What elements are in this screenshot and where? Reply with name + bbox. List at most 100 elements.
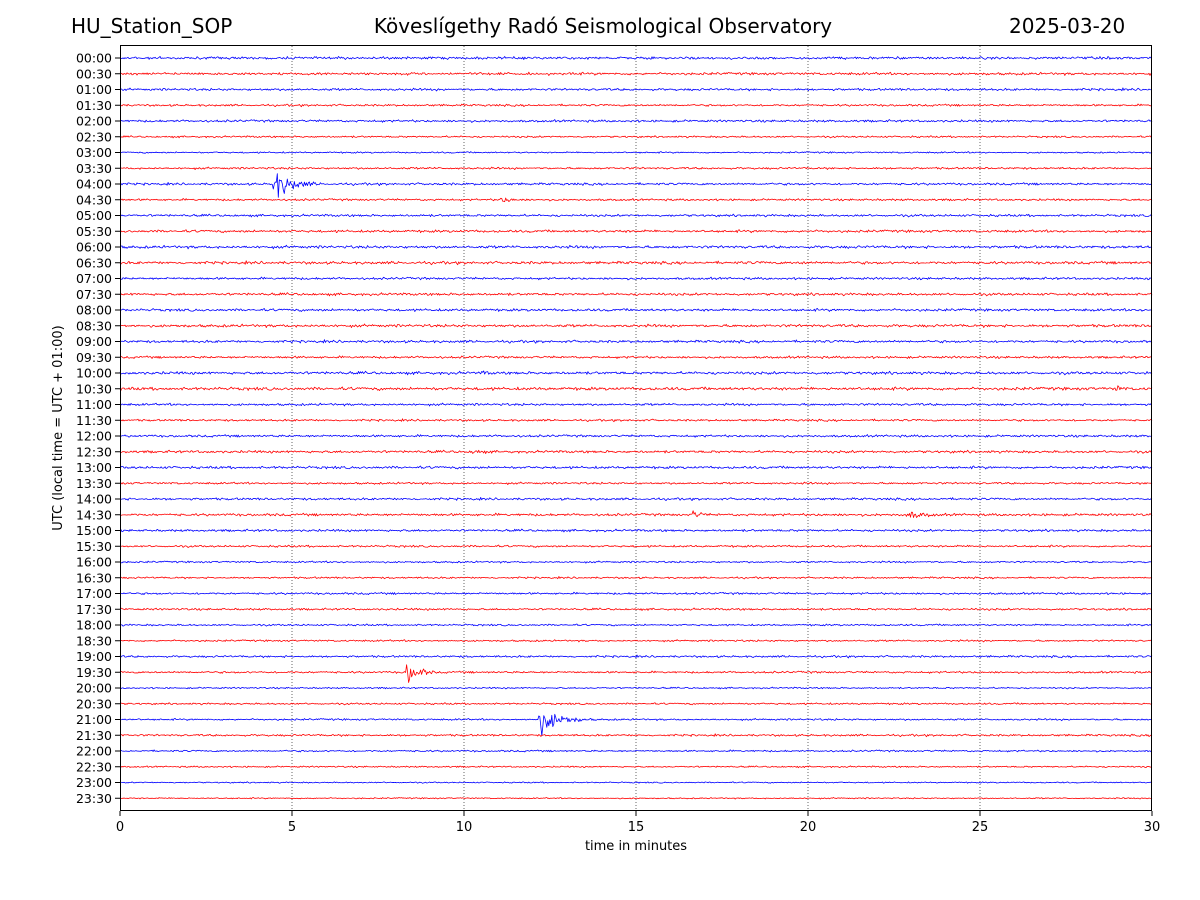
y-tick-label: 04:00 <box>76 177 112 192</box>
trace-row-1330 <box>119 481 1153 486</box>
y-tick-label: 12:00 <box>76 429 112 444</box>
trace-row-1230 <box>119 449 1153 455</box>
trace-row-1500 <box>119 528 1153 533</box>
trace-row-1600 <box>119 560 1153 564</box>
trace-row-1830 <box>119 639 1153 643</box>
x-tick-label: 10 <box>456 820 473 835</box>
x-tick-label: 5 <box>288 820 296 835</box>
x-tick-label: 15 <box>628 820 645 835</box>
y-tick-label: 09:30 <box>76 350 112 365</box>
y-tick-label: 01:30 <box>76 98 112 113</box>
y-tick-label: 00:30 <box>76 66 112 81</box>
x-tick-label: 30 <box>1144 820 1161 835</box>
y-tick-label: 11:00 <box>76 397 112 412</box>
trace-row-2030 <box>119 702 1153 706</box>
trace-row-0930 <box>119 355 1153 360</box>
y-tick-label: 06:00 <box>76 240 112 255</box>
trace-row-2330 <box>119 797 1153 800</box>
trace-row-0900 <box>119 339 1153 344</box>
trace-row-1930 <box>119 664 1153 683</box>
y-tick-label: 14:30 <box>76 507 112 522</box>
trace-row-0800 <box>119 308 1153 312</box>
trace-row-2300 <box>119 781 1153 784</box>
y-tick-label: 18:00 <box>76 618 112 633</box>
trace-row-2200 <box>119 749 1153 753</box>
y-tick-label: 07:00 <box>76 271 112 286</box>
trace-row-0830 <box>119 323 1153 329</box>
trace-row-1300 <box>119 465 1153 470</box>
y-tick-label: 10:00 <box>76 366 112 381</box>
trace-row-1700 <box>119 591 1153 596</box>
station-name: HU_Station_SOP <box>71 14 233 38</box>
x-tick-label: 25 <box>972 820 989 835</box>
trace-row-0330 <box>119 166 1153 171</box>
trace-row-2000 <box>119 686 1153 690</box>
trace-row-0230 <box>119 135 1153 139</box>
trace-row-0700 <box>119 276 1153 281</box>
y-tick-label: 23:30 <box>76 791 112 806</box>
trace-row-0600 <box>119 244 1153 250</box>
y-tick-label: 13:30 <box>76 476 112 491</box>
x-axis-label: time in minutes <box>585 839 687 854</box>
y-tick-label: 09:00 <box>76 334 112 349</box>
y-tick-label: 19:30 <box>76 665 112 680</box>
y-tick-label: 17:30 <box>76 602 112 617</box>
y-tick-label: 21:30 <box>76 728 112 743</box>
trace-row-0300 <box>119 151 1153 154</box>
trace-row-0500 <box>119 213 1153 218</box>
trace-row-0730 <box>119 292 1153 297</box>
trace-row-2230 <box>119 765 1153 769</box>
trace-row-0100 <box>119 87 1153 92</box>
observatory-title: Köveslígethy Radó Seismological Observat… <box>373 14 833 38</box>
x-axis: 0 5 10 15 20 25 30 <box>116 811 1160 835</box>
y-tick-label: 11:30 <box>76 413 112 428</box>
y-tick-label: 14:00 <box>76 492 112 507</box>
trace-row-0030 <box>119 71 1153 76</box>
y-tick-label: 00:00 <box>76 51 112 66</box>
y-tick-label: 22:00 <box>76 744 112 759</box>
trace-row-1400 <box>119 496 1153 502</box>
plot-frame <box>120 45 1152 811</box>
y-axis-label: UTC (local time = UTC + 01:00) <box>51 325 66 530</box>
trace-row-1530 <box>119 544 1153 548</box>
x-tick-label: 0 <box>116 820 124 835</box>
y-tick-label: 04:30 <box>76 192 112 207</box>
trace-row-0000 <box>119 56 1153 60</box>
grid-lines <box>291 46 981 811</box>
trace-row-0130 <box>119 103 1153 108</box>
y-tick-label: 18:30 <box>76 633 112 648</box>
trace-row-1730 <box>119 607 1153 611</box>
seismic-traces <box>119 56 1153 800</box>
y-tick-label: 10:30 <box>76 381 112 396</box>
trace-row-1430 <box>119 510 1153 518</box>
y-tick-label: 03:30 <box>76 161 112 176</box>
y-tick-label: 13:00 <box>76 460 112 475</box>
y-tick-label: 01:00 <box>76 82 112 97</box>
y-tick-label: 08:00 <box>76 303 112 318</box>
trace-row-0530 <box>119 229 1153 234</box>
date-label: 2025-03-20 <box>1009 14 1126 38</box>
y-tick-label: 19:00 <box>76 649 112 664</box>
y-tick-label: 03:00 <box>76 145 112 160</box>
y-axis: 00:0000:3001:0001:3002:0002:3003:0003:30… <box>76 51 120 806</box>
trace-row-0200 <box>119 119 1153 123</box>
y-tick-label: 16:00 <box>76 555 112 570</box>
y-tick-label: 07:30 <box>76 287 112 302</box>
y-tick-label: 15:00 <box>76 523 112 538</box>
y-tick-label: 06:30 <box>76 255 112 270</box>
y-tick-label: 15:30 <box>76 539 112 554</box>
y-tick-label: 17:00 <box>76 586 112 601</box>
y-tick-label: 08:30 <box>76 318 112 333</box>
y-tick-label: 23:00 <box>76 775 112 790</box>
trace-row-1800 <box>119 623 1153 627</box>
y-tick-label: 20:00 <box>76 681 112 696</box>
trace-row-1130 <box>119 418 1153 423</box>
y-tick-label: 12:30 <box>76 444 112 459</box>
y-tick-label: 05:00 <box>76 208 112 223</box>
trace-row-1100 <box>119 402 1153 407</box>
trace-row-1200 <box>119 434 1153 438</box>
trace-row-1000 <box>119 370 1153 376</box>
y-tick-label: 22:30 <box>76 759 112 774</box>
y-tick-label: 02:00 <box>76 114 112 129</box>
